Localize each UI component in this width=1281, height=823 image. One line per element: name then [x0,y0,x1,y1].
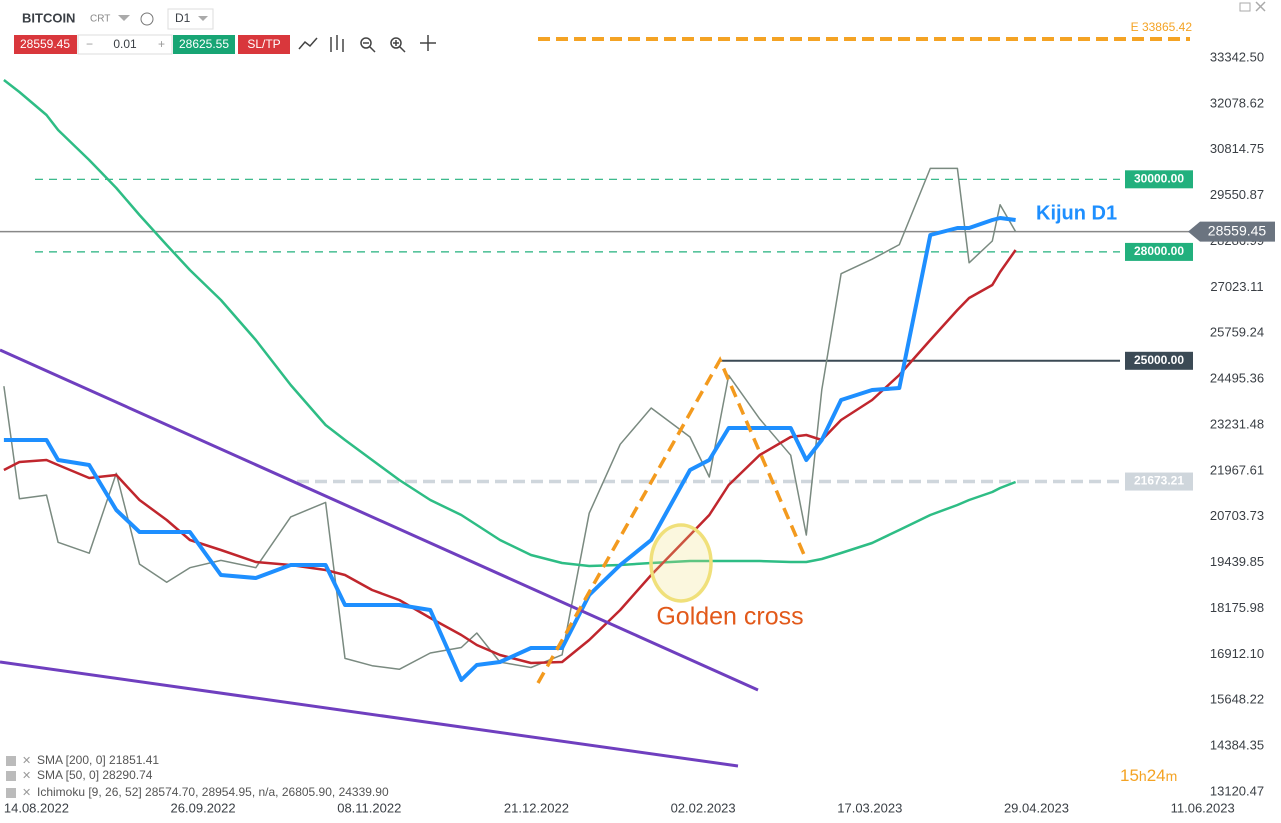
volume: 0.01 [113,37,137,51]
x-tick-label: 29.04.2023 [1004,800,1069,815]
zoom-in[interactable] [390,37,406,53]
dropdown-icon [198,16,208,21]
x-tick-label: 26.09.2022 [171,800,236,815]
legend-close: ✕ [22,770,31,782]
series-line [3,167,1017,671]
x-tick-label: 14.08.2022 [4,800,69,815]
interval: D1 [175,11,191,25]
annotation: Golden cross [656,603,803,631]
zoom-out[interactable] [360,37,376,53]
legend-close: ✕ [22,755,31,767]
sltp-button[interactable] [238,35,290,54]
legend-entry: SMA [200, 0] 21851.41 [37,753,159,767]
close[interactable] [1255,1,1266,12]
zigzag [536,356,807,684]
ask: 28625.55 [179,37,229,51]
y-tick-label: 24495.36 [1210,371,1264,386]
price-tag [1188,221,1275,242]
y-tick-label: 23231.48 [1210,416,1264,431]
interval-select[interactable] [167,8,214,30]
info-icon[interactable] [140,12,154,26]
level-label: 28000.00 [1134,244,1184,258]
legend-icon [6,756,16,766]
x-tick-label: 21.12.2022 [504,800,569,815]
y-tick-label: 19439.85 [1210,554,1264,569]
level-label: 30000.00 [1134,171,1184,185]
legend: ✕ SMA [200, 0] 21851.41 ✕ SMA [50, 0] 28290… [6,753,1177,799]
y-tick-label: 21967.61 [1210,462,1264,477]
y-tick-label: 18175.98 [1210,600,1264,615]
kind: CRT [90,14,110,25]
x-tick-label: 08.11.2022 [337,800,401,815]
timer-part: 15 [1120,766,1139,785]
sltp: SL/TP [247,37,280,51]
y-tick-label: 14384.35 [1210,738,1264,753]
timer-part: h [1139,768,1147,784]
y-tick-label: 33342.50 [1210,49,1264,64]
volume-input[interactable] [77,34,173,55]
level-tag [1125,351,1193,370]
minus[interactable]: − [86,37,93,51]
line-tool[interactable] [298,37,318,50]
legend-icon [6,771,16,781]
legend-icon [6,788,16,798]
sell-button[interactable] [14,35,77,54]
level-label: 28559.45 [1208,222,1267,238]
trendline [0,348,759,692]
y-tick-label: 20703.73 [1210,508,1264,523]
candle-tool[interactable] [330,35,344,52]
y-tick-label: 32078.62 [1210,95,1264,110]
y-tick-label: 30814.75 [1210,141,1264,156]
x-tick-label: 17.03.2023 [837,800,902,815]
y-tick-label: 15648.22 [1210,692,1264,707]
level-tag [1125,170,1193,189]
plus[interactable]: + [158,37,165,51]
level-tag [1125,242,1193,261]
series-line [3,249,1017,665]
plot-area: 33342.5032078.6230814.7529550.8728286.99… [0,20,1275,815]
highlight-ellipse [649,523,713,603]
level-label: E 33865.42 [1131,20,1193,34]
symbol[interactable]: BITCOIN [22,10,75,25]
series-line [3,216,1016,682]
toolbar: BITCOIN CRT D1 28559.45 − 0.01 + 28625.5… [14,1,1266,55]
y-tick-label: 25759.24 [1210,325,1264,340]
level-label: 21673.21 [1134,474,1184,488]
bid: 28559.45 [20,37,70,51]
x-tick-label: 11.06.2023 [1171,800,1235,815]
minimize[interactable] [1239,2,1251,12]
legend-close: ✕ [22,787,31,799]
buy-button[interactable] [173,35,235,54]
y-tick-label: 16912.10 [1210,646,1264,661]
timer-part: m [1166,768,1178,784]
move-tool[interactable] [420,35,436,51]
legend-entry: Ichimoku [9, 26, 52] 28574.70, 28954.95,… [37,785,389,799]
trendline [0,660,739,768]
y-tick-label: 13120.47 [1210,783,1264,798]
level-label: 25000.00 [1134,353,1184,367]
x-tick-label: 02.02.2023 [671,800,736,815]
timer-part: 24 [1147,766,1166,785]
series-label: Kijun D1 [1036,202,1117,224]
timer: 15h24m [1120,766,1177,785]
level-tag [1125,472,1193,491]
y-tick-label: 27023.11 [1210,279,1263,294]
dropdown-icon[interactable] [118,15,130,21]
legend-entry: SMA [50, 0] 28290.74 [37,768,153,782]
series-line [3,79,1017,568]
y-tick-label: 29550.87 [1210,187,1264,202]
